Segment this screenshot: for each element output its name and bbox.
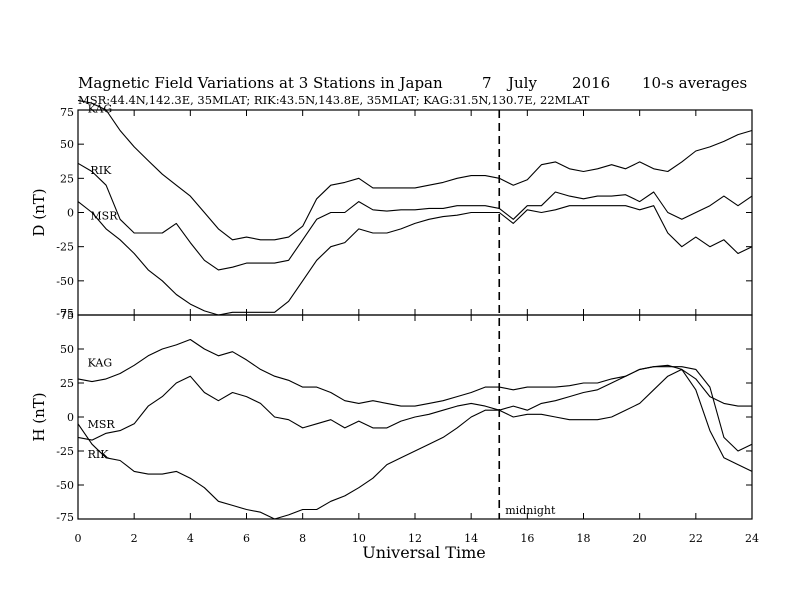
chart-date-month: July	[506, 74, 537, 92]
chart-note: 10-s averages	[642, 74, 747, 92]
y-tick-label: -75	[56, 307, 74, 320]
series-label-msr: MSR	[88, 418, 116, 431]
midnight-annotation: midnight	[505, 504, 556, 517]
series-label-rik: RIK	[90, 164, 112, 177]
y-tick-label: -75	[56, 511, 74, 524]
y-axis-label: D (nT)	[30, 188, 48, 236]
panel-0: 75 50 25 0 -25 -50 -75 D (nT) KAG RIK MSR	[30, 99, 753, 320]
panel-0-frame	[77, 109, 753, 316]
y-tick-label: 75	[60, 106, 74, 119]
plot-area: 75 50 25 0 -25 -50 -75 D (nT) KAG RIK MSR 75 50 25 0 -2…	[30, 99, 759, 545]
x-tick-label: 14	[464, 532, 478, 545]
x-tick-label: 2	[131, 532, 138, 545]
x-tick-label: 22	[689, 532, 703, 545]
y-axis-label: H (nT)	[30, 392, 48, 441]
series-label-kag: KAG	[88, 357, 113, 370]
y-tick-label: 50	[60, 138, 74, 151]
y-tick-label: 75	[60, 309, 74, 322]
x-tick-label: 6	[243, 532, 250, 545]
chart-stations-info: MSR:44.4N,142.3E, 35MLAT; RIK:43.5N,143.…	[78, 93, 590, 107]
x-tick-label: 0	[75, 532, 82, 545]
panel-1: 75 50 25 0 -25 -50 -75 H (nT) KAG MSR RIK	[30, 309, 753, 524]
y-tick-label: -50	[56, 479, 74, 492]
x-axis-label: Universal Time	[362, 543, 485, 562]
chart-title: Magnetic Field Variations at 3 Stations …	[78, 74, 443, 92]
y-tick-label: -25	[56, 445, 74, 458]
y-tick-label: 25	[60, 172, 74, 185]
x-tick-label: 8	[299, 532, 306, 545]
x-tick-label: 24	[745, 532, 759, 545]
y-tick-label: 0	[67, 207, 74, 220]
y-tick-label: -25	[56, 241, 74, 254]
series-line-kag	[77, 99, 753, 241]
x-tick-label: 18	[577, 532, 591, 545]
x-tick-label: 10	[352, 532, 366, 545]
chart-date-day: 7	[482, 74, 492, 92]
series-line-msr	[77, 366, 753, 452]
series-line-rik	[77, 162, 753, 271]
y-tick-label: 0	[67, 411, 74, 424]
y-tick-label: 50	[60, 343, 74, 356]
y-tick-label: -50	[56, 275, 74, 288]
x-tick-label: 20	[633, 532, 647, 545]
x-tick-label: 16	[520, 532, 534, 545]
series-line-msr	[77, 201, 753, 316]
x-tick-label: 12	[408, 532, 422, 545]
series-label-msr: MSR	[90, 209, 118, 222]
chart-date-year: 2016	[572, 74, 610, 92]
series-label-rik: RIK	[88, 448, 110, 461]
x-tick-label: 4	[187, 532, 194, 545]
y-tick-label: 25	[60, 377, 74, 390]
series-line-rik	[77, 368, 753, 520]
chart-header: Magnetic Field Variations at 3 Stations …	[78, 74, 747, 107]
series-line-kag	[77, 338, 752, 407]
series-label-kag: KAG	[88, 103, 113, 116]
